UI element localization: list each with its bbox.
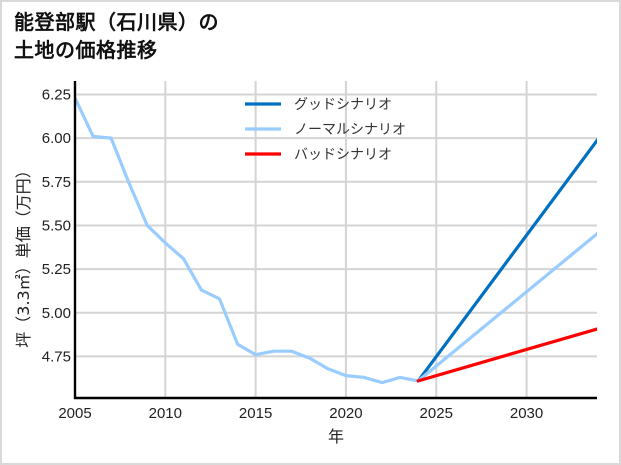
y-tick-label: 5.75: [42, 174, 71, 191]
series-line-1: [416, 137, 597, 383]
series-line-2: [416, 231, 597, 383]
chart-title: 能登部駅（石川県）の 土地の価格推移: [14, 8, 219, 64]
y-tick-label: 5.50: [42, 217, 71, 234]
tick-labels: 2005 2010 2015 2020 2025 2030 4.75 5.00 5.25 5.50…: [42, 86, 543, 422]
y-axis-title: 坪（3.3㎡）単価（万円）: [14, 162, 33, 347]
data-lines: [75, 96, 597, 385]
x-tick-label: 2020: [329, 405, 362, 422]
legend-label: グッドシナリオ: [294, 97, 392, 113]
y-tick-label: 5.00: [42, 305, 71, 322]
legend-label: ノーマルシナリオ: [294, 122, 406, 138]
chart-title-line2: 土地の価格推移: [14, 38, 158, 62]
x-tick-label: 2015: [239, 405, 272, 422]
series-line-0: [75, 96, 420, 385]
x-axis-title: 年: [328, 427, 344, 446]
x-tick-label: 2030: [510, 405, 543, 422]
x-tick-label: 2005: [58, 405, 91, 422]
y-tick-label: 4.75: [42, 348, 71, 365]
y-tick-label: 6.25: [42, 86, 71, 103]
axes: [73, 81, 597, 400]
x-tick-label: 2010: [149, 405, 182, 422]
x-tick-label: 2025: [420, 405, 453, 422]
y-tick-label: 5.25: [42, 261, 71, 278]
series-line-3: [416, 327, 597, 383]
y-tick-label: 6.00: [42, 130, 71, 147]
legend-label: バッドシナリオ: [294, 147, 392, 163]
chart-title-line1: 能登部駅（石川県）の: [14, 10, 219, 34]
